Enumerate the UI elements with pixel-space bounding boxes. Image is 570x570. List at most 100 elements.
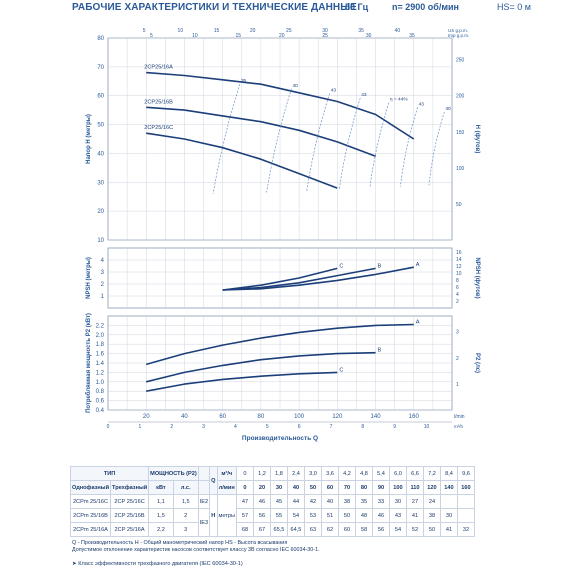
- us-gpm-tick-label: 5: [143, 28, 146, 34]
- power-kw: 1,5: [148, 508, 174, 523]
- q-m3h-cell: 0: [235, 466, 254, 481]
- motor-class-text: Класс эффективности трехфазного двигател…: [78, 561, 243, 567]
- q-lmin-cell: 120: [422, 480, 441, 495]
- head-cell: 44: [286, 494, 305, 509]
- imp-gpm-unit: Imp g.p.m.: [448, 33, 469, 38]
- y-tick-label: 40: [97, 151, 104, 157]
- efficiency-label: 40: [292, 83, 298, 89]
- head-cell: 54: [286, 508, 305, 523]
- q-lmin-cell: 30: [269, 480, 288, 495]
- series-label: C: [339, 367, 343, 373]
- head-cell: 57: [235, 508, 254, 523]
- model-three: 2CP 25/16C: [110, 494, 150, 509]
- q-m3h-cell: 3,6: [320, 466, 339, 481]
- head-cell: 62: [320, 522, 339, 537]
- model-single: 2CPm 25/16A: [69, 522, 112, 537]
- head-cell: 50: [422, 522, 441, 537]
- imp-gpm-tick-label: 25: [322, 33, 328, 39]
- q-m3h-cell: 1,8: [269, 466, 288, 481]
- ie-class: IE2: [197, 494, 211, 509]
- efficiency-label: η = 44%: [390, 97, 408, 103]
- col-type: ТИП: [69, 466, 150, 481]
- head-cell: 30: [388, 494, 407, 509]
- series-line: [222, 266, 414, 291]
- series-label: A: [416, 262, 420, 268]
- q-lmin-cell: 140: [439, 480, 458, 495]
- q-m3h-cell: 5,4: [371, 466, 390, 481]
- head-cell: [456, 494, 475, 509]
- efficiency-curve: [428, 111, 445, 186]
- x-m3h-tick-label: 1: [138, 424, 141, 430]
- us-gpm-tick-label: 30: [322, 28, 328, 34]
- model-single: 2CPm 25/16C: [69, 494, 112, 509]
- q-m3h-cell: 2,4: [286, 466, 305, 481]
- pointer-icon: ➤: [72, 561, 79, 567]
- x-tick-label: 120: [332, 414, 343, 420]
- frequency-label: 50 Гц: [345, 2, 369, 12]
- q-m3h-cell: 3,0: [303, 466, 322, 481]
- x-m3h-tick-label: 6: [298, 424, 301, 430]
- x-tick-label: 160: [409, 414, 420, 420]
- model-three: 2CP 25/16B: [110, 508, 150, 523]
- col-kw: кВт: [148, 480, 174, 495]
- y-tick-label: 0.4: [96, 408, 105, 414]
- head-cell: 40: [320, 494, 339, 509]
- x-m3h-tick-label: 2: [170, 424, 173, 430]
- efficiency-curve: [266, 88, 292, 193]
- y-right-tick-label: 4: [456, 292, 459, 298]
- q-m3h-cell: 8,4: [439, 466, 458, 481]
- series-label: 2CP25/16A: [144, 65, 173, 71]
- head-cell: 58: [354, 522, 373, 537]
- tolerance-note: Допустимое отклонение характеристик насо…: [72, 547, 320, 553]
- y-tick-label: 1.4: [96, 361, 105, 367]
- q-m3h-cell: 4,8: [354, 466, 373, 481]
- x-m3h-tick-label: 4: [234, 424, 237, 430]
- us-gpm-tick-label: 35: [358, 28, 364, 34]
- y-tick-label: 2: [101, 282, 105, 288]
- head-cell: 46: [371, 508, 390, 523]
- q-unit-lmin: л/мин: [216, 480, 237, 495]
- footnotes: Q - Производительность H - Общий маномет…: [72, 540, 320, 554]
- head-cell: 45: [269, 494, 288, 509]
- head-cell: 55: [269, 508, 288, 523]
- y-axis-label: Напор H (метры): [86, 114, 92, 164]
- head-cell: 47: [235, 494, 254, 509]
- y-tick-label: 4: [101, 258, 105, 264]
- series-label: A: [416, 319, 420, 325]
- efficiency-curve: [400, 107, 418, 187]
- x-tick-label: 40: [181, 414, 188, 420]
- us-gpm-tick-label: 25: [286, 28, 292, 34]
- efficiency-curve: [369, 102, 390, 189]
- y-tick-label: 2.2: [96, 323, 105, 329]
- series-line: [146, 371, 338, 392]
- q-symbol: Q: [209, 466, 218, 495]
- y-axis-label: Потребляемая мощность P2 (кВт): [85, 313, 92, 413]
- head-cell: 43: [388, 508, 407, 523]
- q-lmin-cell: 40: [286, 480, 305, 495]
- series-line: [145, 323, 414, 366]
- y-right-tick-label: 3: [456, 330, 459, 336]
- imp-gpm-tick-label: 35: [409, 33, 415, 39]
- head-cell: 24: [422, 494, 441, 509]
- col-hp: л.с.: [172, 480, 199, 495]
- efficiency-curve: [306, 93, 331, 191]
- efficiency-label: 43: [331, 87, 337, 93]
- y-right-tick-label: 8: [456, 278, 459, 284]
- q-lmin-cell: 20: [252, 480, 271, 495]
- series-label: 2CP25/16B: [144, 99, 173, 105]
- efficiency-label: 43: [361, 92, 367, 98]
- x-tick-label: 140: [371, 414, 382, 420]
- motor-class-note: ➤ Класс эффективности трехфазного двигат…: [72, 561, 243, 567]
- q-m3h-cell: 6,0: [388, 466, 407, 481]
- x-tick-label: 80: [258, 414, 265, 420]
- series-label: 2CP25/16C: [144, 125, 173, 131]
- head-cell: 41: [439, 522, 458, 537]
- y-tick-label: 20: [97, 209, 104, 215]
- series-line: [146, 71, 415, 140]
- y-tick-label: 80: [97, 36, 104, 42]
- series-line: [146, 106, 376, 158]
- head-cell: 38: [337, 494, 356, 509]
- us-gpm-tick-label: 10: [178, 28, 184, 34]
- efficiency-curve: [338, 97, 361, 190]
